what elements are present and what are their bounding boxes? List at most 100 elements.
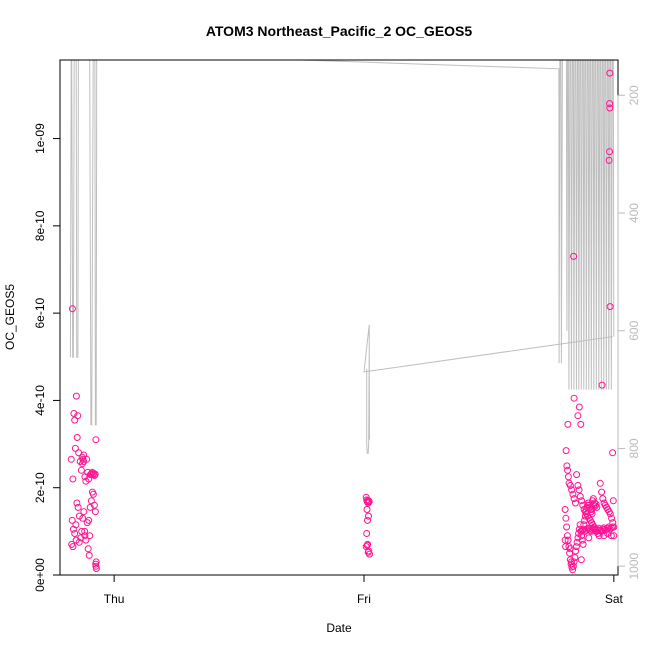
data-point (91, 470, 99, 478)
data-point (75, 538, 83, 546)
data-point (73, 434, 81, 441)
data-point (564, 473, 572, 481)
data-point (77, 466, 85, 474)
data-point (609, 497, 617, 505)
data-point (365, 498, 373, 506)
data-point (91, 508, 99, 516)
data-point (365, 512, 372, 520)
data-point (71, 444, 79, 452)
y2-tick-label: 800 (627, 438, 641, 458)
y-tick-label: 1e-09 (33, 123, 47, 154)
pressure-line-2 (363, 324, 613, 454)
data-point (73, 499, 81, 507)
y2-tick-label: 1000 (627, 553, 641, 580)
data-point (570, 394, 578, 402)
data-point (571, 499, 579, 507)
data-point (82, 536, 90, 544)
y2-tick-label: 400 (627, 203, 641, 223)
y2-tick-label: 200 (627, 85, 641, 105)
chart-title: ATOM3 Northeast_Pacific_2 OC_GEOS5 (206, 23, 473, 39)
data-point (579, 540, 587, 548)
y-tick-label: 8e-10 (33, 210, 47, 241)
data-point (80, 508, 88, 516)
data-point (72, 392, 80, 400)
data-point (608, 514, 616, 522)
data-point (575, 486, 583, 494)
data-point (67, 455, 75, 463)
data-point (573, 471, 581, 479)
data-point (364, 516, 371, 524)
data-point (562, 514, 570, 522)
plot-border (59, 59, 619, 576)
data-point (609, 523, 617, 531)
data-point (363, 506, 371, 513)
data-point (574, 482, 582, 489)
data-point (70, 410, 78, 417)
data-point (588, 510, 596, 518)
data-point (581, 516, 589, 524)
data-point (71, 416, 79, 424)
data-point (575, 403, 583, 411)
data-point (607, 524, 615, 532)
plot-area (67, 59, 618, 574)
data-point (74, 503, 82, 511)
data-point (561, 506, 569, 513)
data-point (85, 516, 93, 524)
data-point (86, 471, 94, 479)
data-point (69, 475, 77, 483)
data-point (562, 447, 570, 455)
data-point (68, 516, 76, 524)
data-point (585, 534, 593, 542)
data-point (90, 501, 98, 509)
data-point (570, 495, 578, 503)
data-point (572, 543, 580, 551)
data-point (81, 532, 89, 540)
data-point (578, 536, 586, 544)
data-point (606, 303, 614, 311)
x-tick-label: Fri (357, 592, 371, 606)
data-point (574, 534, 582, 542)
data-point (576, 492, 584, 500)
data-point (604, 530, 612, 537)
data-point (606, 100, 614, 108)
y-tick-label: 4e-10 (33, 385, 47, 416)
data-point (594, 526, 602, 534)
data-point (607, 532, 615, 540)
data-point (92, 560, 100, 568)
data-point (589, 495, 597, 503)
data-point (570, 252, 578, 260)
x-tick-label: Sat (605, 592, 624, 606)
data-point (566, 545, 574, 553)
data-point (85, 475, 93, 483)
data-point (592, 500, 600, 508)
data-point (599, 525, 607, 533)
data-point (606, 69, 614, 77)
data-point (69, 543, 77, 551)
data-point (569, 490, 577, 498)
data-point (567, 558, 575, 566)
data-point (581, 512, 589, 520)
data-point (568, 486, 576, 494)
data-point (564, 466, 572, 474)
data-point (564, 420, 572, 428)
data-point (89, 490, 97, 498)
data-point (364, 548, 372, 556)
data-point (606, 510, 614, 518)
x-axis: Thu Fri Sat (104, 574, 624, 606)
data-point (86, 503, 94, 511)
data-point (606, 104, 614, 112)
data-point (598, 488, 606, 496)
data-point (577, 420, 585, 428)
pressure-line-1 (69, 59, 615, 426)
data-point (81, 527, 89, 535)
y-tick-label: 6e-10 (33, 297, 47, 328)
data-point (74, 412, 82, 420)
data-point (363, 530, 371, 537)
data-point (561, 536, 569, 544)
data-point (84, 545, 92, 553)
data-point (80, 458, 88, 465)
data-point (599, 495, 607, 503)
x-tick-label: Thu (104, 592, 125, 606)
x-axis-label: Date (326, 621, 352, 635)
data-point (600, 532, 608, 540)
